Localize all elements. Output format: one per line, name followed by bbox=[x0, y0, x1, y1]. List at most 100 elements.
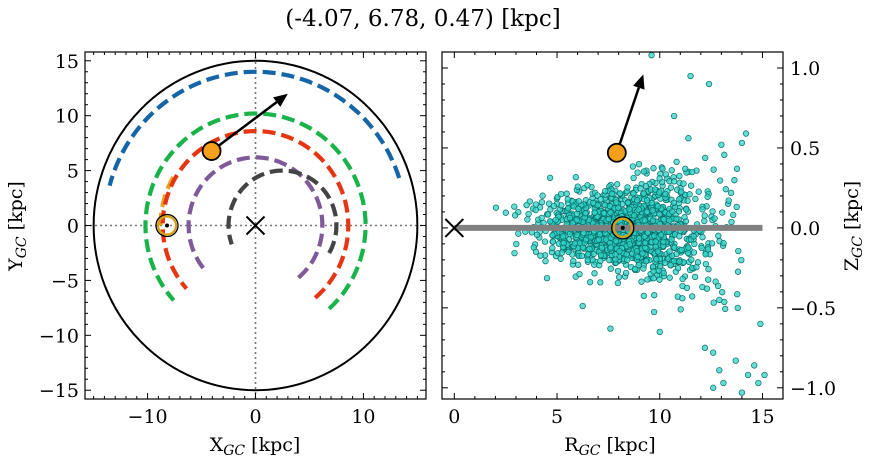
star-point bbox=[607, 265, 614, 272]
star-point bbox=[616, 190, 624, 197]
star-point bbox=[607, 244, 614, 251]
star-point bbox=[631, 265, 639, 273]
right-ytick-label: −1.0 bbox=[790, 378, 836, 400]
star-point bbox=[591, 209, 598, 216]
star-point bbox=[668, 236, 675, 243]
star-point bbox=[638, 278, 645, 285]
left-ytick-label: −15 bbox=[39, 380, 79, 402]
star-point bbox=[587, 234, 594, 241]
star-point bbox=[614, 181, 621, 188]
star-point bbox=[675, 208, 683, 215]
star-point bbox=[616, 248, 623, 255]
star-point bbox=[558, 249, 565, 256]
right-xtick-label: 0 bbox=[448, 406, 460, 428]
star-point bbox=[629, 163, 637, 170]
star-point bbox=[546, 218, 554, 225]
star-point bbox=[641, 233, 648, 240]
star-point bbox=[511, 212, 519, 219]
star-point bbox=[571, 240, 579, 247]
star-point bbox=[720, 240, 727, 247]
left-ytick-label: −5 bbox=[51, 270, 79, 292]
star-point bbox=[649, 217, 657, 224]
star-point bbox=[710, 349, 717, 356]
star-point bbox=[573, 231, 581, 239]
left-sun-outer-ring bbox=[155, 213, 179, 238]
star-point bbox=[492, 204, 500, 211]
star-point bbox=[650, 308, 658, 316]
right-sun-outer-ring bbox=[611, 216, 635, 240]
star-point bbox=[668, 167, 675, 174]
left-sun-dot bbox=[165, 223, 170, 228]
star-point bbox=[560, 239, 567, 247]
right-velocity-arrow-head bbox=[633, 74, 645, 90]
star-point bbox=[676, 172, 683, 180]
star-point bbox=[622, 269, 630, 277]
star-point bbox=[651, 232, 658, 239]
star-point bbox=[575, 198, 583, 205]
left-ytick-label: 10 bbox=[55, 106, 79, 128]
star-point bbox=[584, 251, 592, 258]
left-panel: −10 0 10 15 10 5 0 −5 −10 −15 bbox=[39, 51, 427, 428]
boundary-circle bbox=[92, 59, 419, 392]
star-point bbox=[678, 246, 685, 254]
star-point bbox=[676, 233, 683, 240]
star-point bbox=[525, 210, 532, 218]
star-point bbox=[688, 168, 696, 176]
star-point bbox=[612, 238, 620, 245]
star-point bbox=[626, 241, 633, 248]
left-xtick-label: 10 bbox=[351, 406, 375, 428]
star-point bbox=[624, 199, 632, 206]
star-point bbox=[578, 252, 586, 260]
star-point bbox=[690, 233, 697, 240]
star-point bbox=[634, 169, 641, 176]
star-point bbox=[701, 344, 709, 351]
star-point bbox=[680, 180, 687, 187]
star-point bbox=[513, 240, 520, 248]
star-point bbox=[532, 248, 540, 255]
star-point bbox=[570, 257, 577, 265]
star-point bbox=[727, 189, 735, 197]
star-point bbox=[733, 165, 741, 172]
star-point bbox=[643, 197, 651, 204]
star-point bbox=[701, 217, 708, 225]
star-point bbox=[640, 190, 647, 197]
star-point bbox=[734, 291, 741, 298]
star-point bbox=[721, 151, 728, 158]
star-point bbox=[656, 276, 663, 283]
star-point bbox=[679, 295, 686, 302]
left-velocity-arrow-head bbox=[273, 93, 288, 107]
star-point bbox=[511, 203, 518, 210]
left-ytick-label: 0 bbox=[67, 216, 79, 238]
left-xtick-label: 0 bbox=[249, 406, 261, 428]
star-point bbox=[537, 252, 544, 259]
star-point bbox=[742, 130, 750, 137]
star-point bbox=[614, 267, 622, 275]
star-point bbox=[730, 211, 737, 219]
star-point bbox=[689, 293, 696, 300]
star-point bbox=[719, 209, 726, 216]
star-point bbox=[708, 240, 716, 247]
right-ytick-label: 0.5 bbox=[790, 138, 820, 160]
star-point bbox=[545, 200, 553, 207]
right-sun-ring bbox=[612, 217, 633, 238]
star-point bbox=[687, 182, 695, 189]
star-point bbox=[615, 274, 623, 281]
star-point bbox=[607, 325, 614, 332]
star-point bbox=[584, 256, 591, 264]
star-point bbox=[654, 248, 662, 255]
star-point bbox=[549, 244, 556, 252]
left-galactic-center bbox=[245, 215, 266, 236]
star-point bbox=[652, 238, 659, 245]
star-point bbox=[725, 197, 732, 204]
star-point bbox=[651, 292, 658, 299]
star-point bbox=[606, 257, 613, 264]
star-point bbox=[538, 198, 546, 206]
star-point bbox=[660, 238, 667, 245]
star-point bbox=[586, 245, 593, 253]
star-point bbox=[704, 193, 711, 200]
star-point bbox=[640, 265, 647, 272]
star-point bbox=[716, 296, 723, 304]
star-point bbox=[738, 139, 746, 147]
star-point bbox=[575, 205, 582, 212]
star-point bbox=[660, 216, 668, 223]
